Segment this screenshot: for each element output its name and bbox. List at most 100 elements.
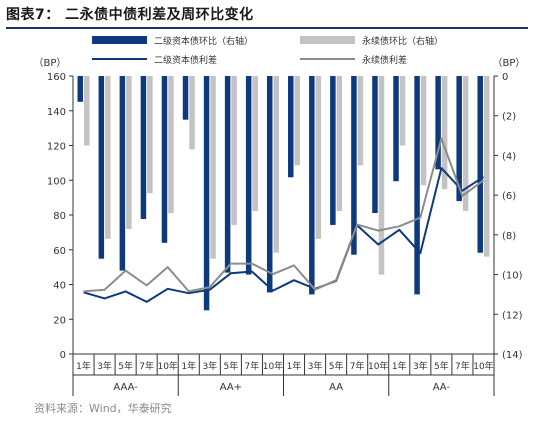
bar-s0-11 <box>309 76 315 295</box>
left-tick-label-1: 20 <box>53 315 66 326</box>
bars <box>77 76 490 311</box>
left-tick-label-4: 80 <box>53 211 66 222</box>
bar-s1-16 <box>420 76 427 186</box>
tenor-label-5: 1年 <box>181 360 196 372</box>
tenor-label-6: 3年 <box>202 360 217 372</box>
bar-s0-8 <box>245 76 252 275</box>
title-rule <box>6 27 528 29</box>
bar-s1-4 <box>168 76 174 214</box>
bar-s1-1 <box>105 76 111 239</box>
bar-s0-0 <box>77 76 84 102</box>
tenor-label-17: 5年 <box>434 360 449 372</box>
bar-s1-9 <box>273 76 279 253</box>
tenor-label-4: 10年 <box>157 360 177 372</box>
bar-s1-2 <box>126 76 132 229</box>
right-tick-label-0: 0 <box>502 72 508 83</box>
left-tick-label-2: 40 <box>53 281 66 292</box>
rating-label-0: AAA- <box>113 382 138 393</box>
tenor-label-15: 1年 <box>392 360 407 372</box>
bar-s0-18 <box>456 76 462 202</box>
bar-s0-12 <box>330 76 336 225</box>
bar-s1-14 <box>378 76 385 275</box>
tenor-label-3: 7年 <box>139 360 154 372</box>
right-tick-label-5: (10) <box>502 271 523 282</box>
tenor-label-13: 7年 <box>350 360 365 372</box>
left-tick-label-8: 160 <box>47 72 66 83</box>
bar-s0-16 <box>414 76 420 295</box>
tenor-label-10: 1年 <box>287 360 302 372</box>
bar-s0-14 <box>372 76 378 214</box>
left-axis-unit: （BP） <box>34 57 67 69</box>
left-tick-label-7: 140 <box>47 107 66 118</box>
left-tick-label-5: 100 <box>47 176 66 187</box>
right-tick-label-3: (6) <box>502 191 516 202</box>
bar-s0-2 <box>119 76 126 271</box>
bar-s1-8 <box>252 76 258 212</box>
tenor-label-19: 10年 <box>473 360 493 372</box>
bar-s0-15 <box>393 76 399 182</box>
bar-s1-19 <box>483 76 490 257</box>
lines <box>83 137 485 303</box>
right-tick-label-4: (8) <box>502 231 516 242</box>
tenor-label-0: 1年 <box>76 360 91 372</box>
bar-s1-3 <box>147 76 153 194</box>
bar-s0-5 <box>182 76 189 120</box>
right-tick-label-1: (2) <box>502 112 516 123</box>
bar-s1-6 <box>210 76 216 259</box>
bar-s0-19 <box>477 76 483 253</box>
line-series-0 <box>83 167 485 303</box>
source-note: 资料来源：Wind，华泰研究 <box>34 402 172 415</box>
right-tick-label-2: (4) <box>502 151 516 162</box>
bar-s0-1 <box>98 76 105 259</box>
left-tick-label-3: 60 <box>53 246 66 257</box>
right-axis-unit: （BP） <box>493 57 526 69</box>
legend-label-3: 永续债利差 <box>362 54 407 66</box>
bar-s1-10 <box>294 76 301 166</box>
bar-s0-6 <box>203 76 210 311</box>
bar-s1-13 <box>357 76 364 166</box>
legend-swatch-1 <box>300 36 355 44</box>
bar-s1-18 <box>462 76 469 212</box>
bar-s1-17 <box>441 76 448 190</box>
bar-s1-0 <box>84 76 90 146</box>
bar-s0-3 <box>140 76 147 219</box>
bar-s1-12 <box>336 76 343 212</box>
left-tick-label-0: 0 <box>60 350 66 361</box>
rating-label-3: AA- <box>433 382 451 393</box>
legend-label-2: 二级资本债利差 <box>154 54 217 66</box>
tenor-label-12: 5年 <box>329 360 344 372</box>
category-axis: 1年 3年 5年 7年 10年 1年 3年 5年 7年 10年 1年 3年 5年 7年 10年 1年 3年 5年 7… <box>72 353 495 396</box>
line-series-1 <box>83 137 485 293</box>
tenor-label-18: 7年 <box>455 360 470 372</box>
tenor-label-1: 3年 <box>97 360 112 372</box>
bar-s0-10 <box>288 76 294 178</box>
bar-s1-5 <box>189 76 195 150</box>
legend-label-1: 永续债环比（右轴） <box>362 35 443 47</box>
rating-label-2: AA <box>329 382 343 393</box>
tenor-label-16: 3年 <box>413 360 428 372</box>
left-tick-label-6: 120 <box>47 142 66 153</box>
axes: （BP） （BP） 0 20 40 60 80 100 120 140 160 0 (2) (4) (6) (… <box>34 57 526 361</box>
tenor-label-9: 10年 <box>263 360 283 372</box>
tenor-label-2: 5年 <box>118 360 133 372</box>
bar-s1-15 <box>399 76 406 146</box>
bar-s0-4 <box>161 76 168 243</box>
bar-s0-9 <box>266 76 273 293</box>
bar-s0-17 <box>435 76 441 170</box>
tenor-label-7: 5年 <box>224 360 239 372</box>
bar-s1-11 <box>315 76 322 239</box>
tenor-label-8: 7年 <box>245 360 260 372</box>
tenor-label-14: 10年 <box>368 360 388 372</box>
right-tick-label-6: (12) <box>502 310 523 321</box>
legend: 二级资本债环比（右轴） 永续债环比（右轴） 二级资本债利差 永续债利差 <box>92 35 443 66</box>
bar-s0-7 <box>224 76 231 273</box>
legend-label-0: 二级资本债环比（右轴） <box>154 35 253 47</box>
bar-s1-7 <box>231 76 237 225</box>
figure-title: 图表7： 二永债中债利差及周环比变化 <box>6 7 254 23</box>
legend-swatch-0 <box>92 36 147 44</box>
bar-s0-13 <box>351 76 357 255</box>
right-tick-label-7: (14) <box>502 350 523 361</box>
tenor-label-11: 3年 <box>308 360 323 372</box>
rating-label-1: AA+ <box>220 382 242 393</box>
